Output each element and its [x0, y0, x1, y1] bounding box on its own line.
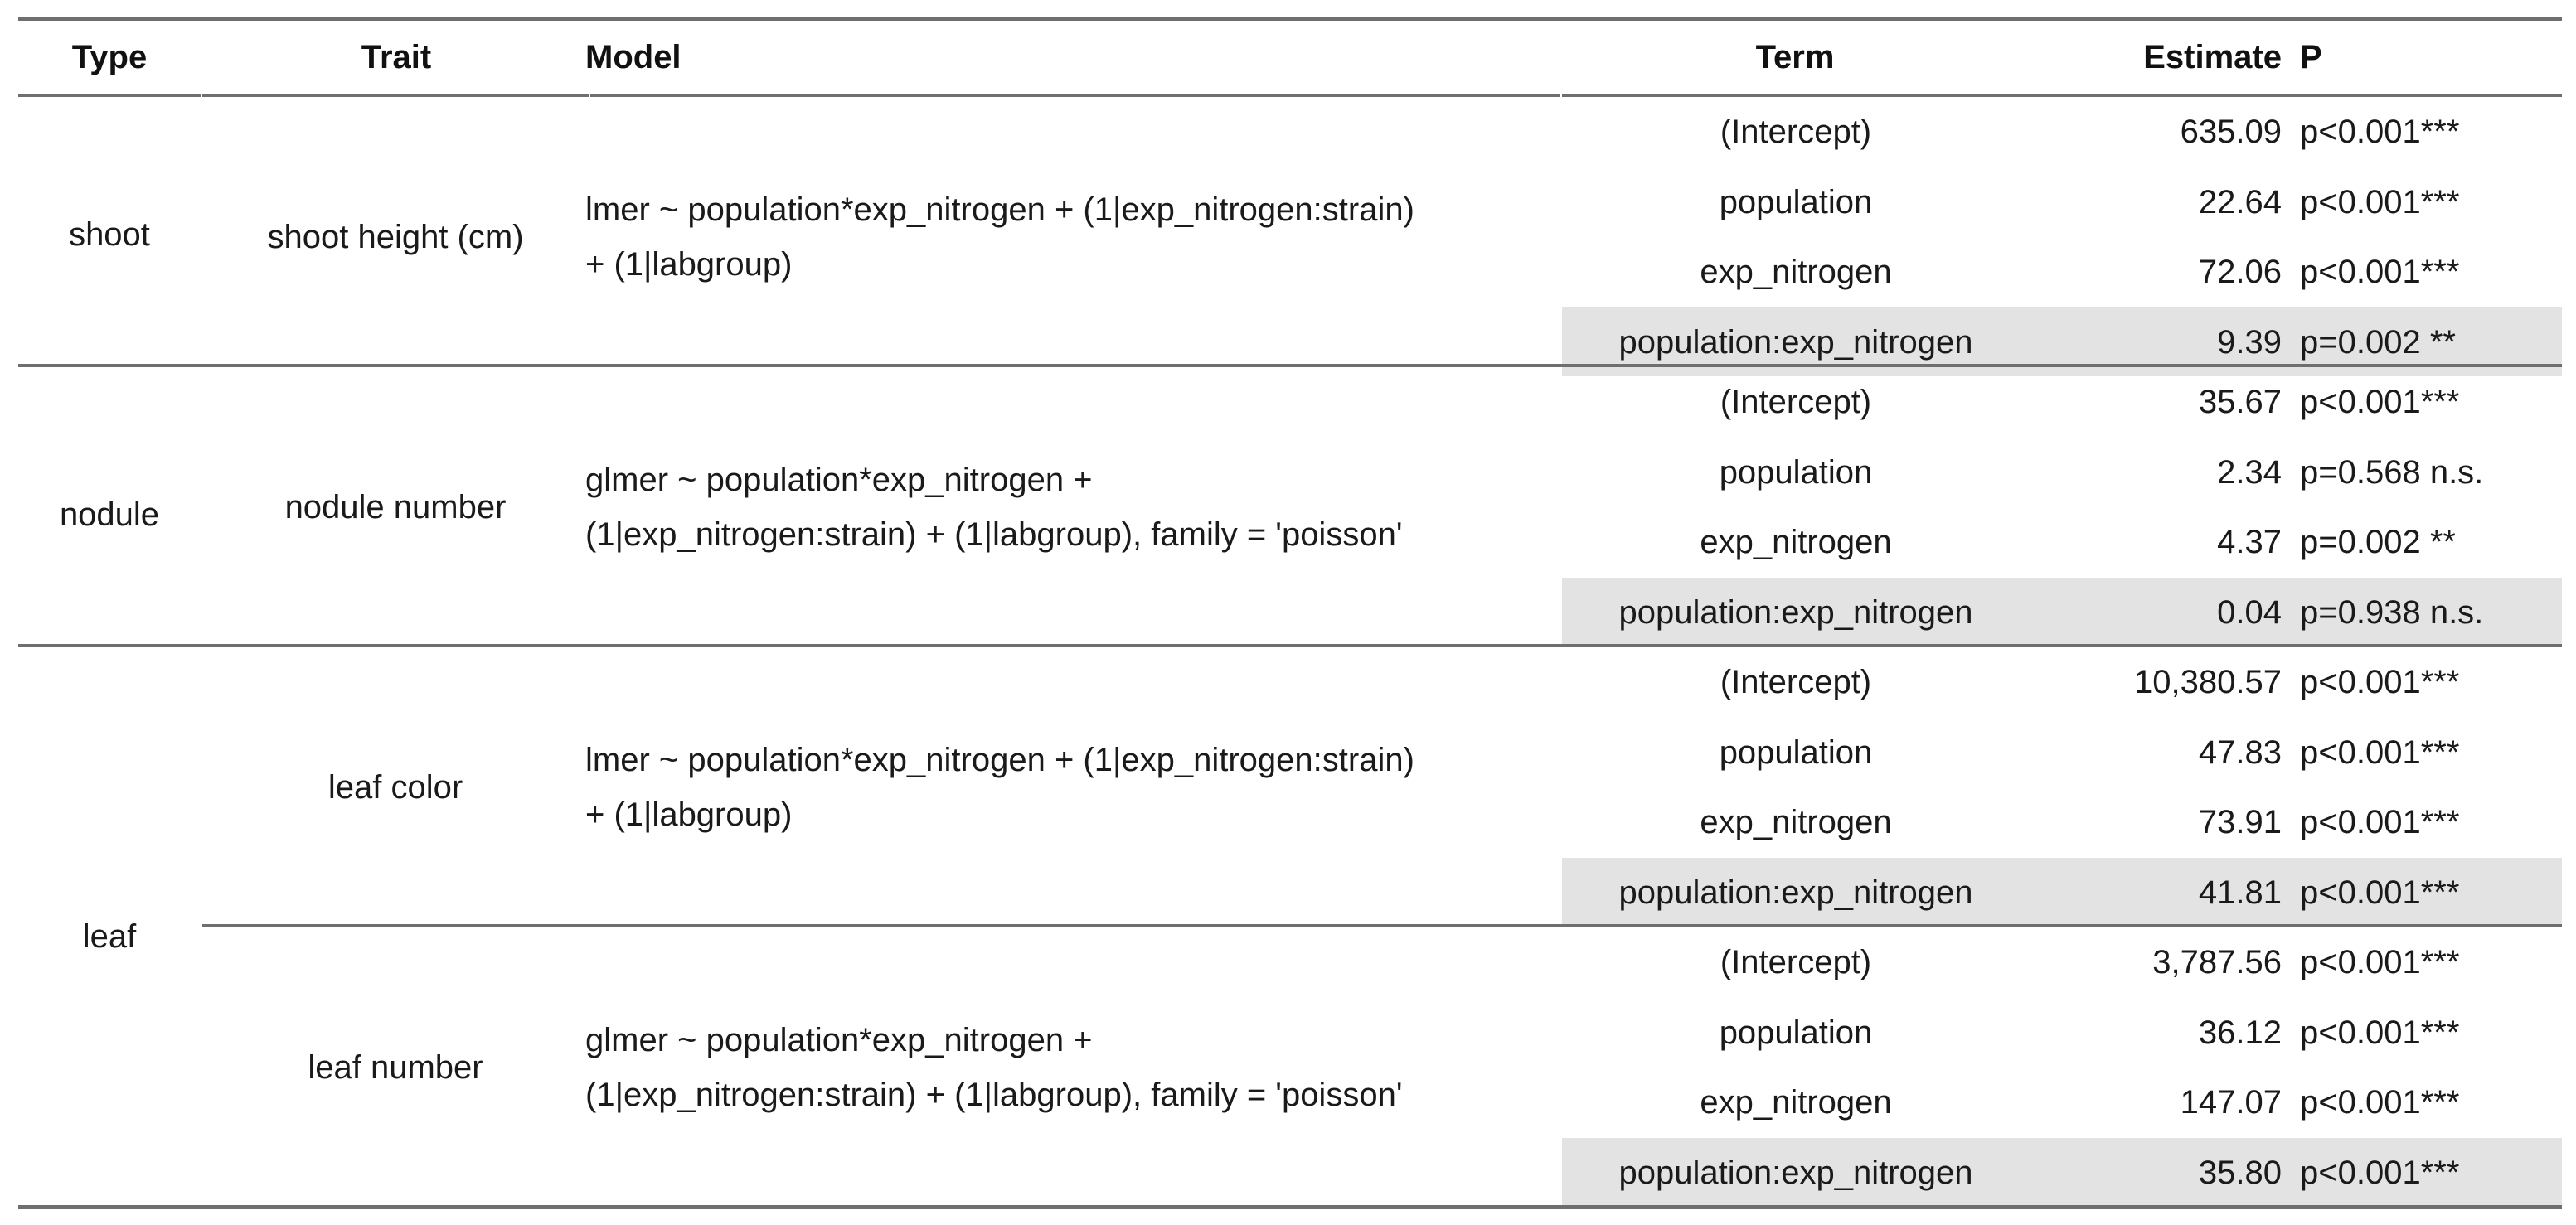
- interaction-row-highlight: [1562, 1137, 2562, 1207]
- term-cell: population:exp_nitrogen: [1618, 1154, 1973, 1191]
- group-divider-nodule-leaf: [18, 644, 2562, 647]
- p-value-cell: p<0.001***: [2300, 1154, 2460, 1191]
- results-table: Type Trait Model Term Estimate P shoot n…: [18, 17, 2562, 1213]
- term-cell: exp_nitrogen: [1700, 254, 1892, 290]
- estimate-cell: 36.12: [2198, 1014, 2282, 1051]
- group-divider-shoot-nodule: [18, 364, 2562, 367]
- term-cell: population: [1719, 1014, 1873, 1051]
- estimate-cell: 47.83: [2198, 734, 2282, 771]
- header-rule: [590, 94, 1560, 97]
- p-value-cell: p=0.568 n.s.: [2300, 453, 2484, 491]
- term-cell: (Intercept): [1720, 384, 1872, 420]
- header-rule: [1562, 94, 2562, 97]
- estimate-cell: 3,787.56: [2152, 944, 2282, 980]
- table-top-rule: [18, 17, 2562, 21]
- p-value-cell: p<0.001***: [2300, 384, 2460, 420]
- trait-label: nodule number: [284, 489, 507, 525]
- term-cell: exp_nitrogen: [1700, 804, 1892, 840]
- model-formula-line2: (1|exp_nitrogen:strain) + (1|labgroup), …: [585, 516, 1403, 553]
- p-value-cell: p<0.001***: [2300, 114, 2460, 150]
- type-label-leaf: leaf: [82, 918, 137, 955]
- p-value-cell: p<0.001***: [2300, 254, 2460, 290]
- model-formula-line2: + (1|labgroup): [585, 246, 793, 283]
- model-formula-line2: (1|exp_nitrogen:strain) + (1|labgroup), …: [585, 1077, 1403, 1113]
- p-value-cell: p<0.001***: [2300, 1014, 2460, 1051]
- p-value-cell: p=0.002 **: [2300, 323, 2456, 361]
- term-cell: (Intercept): [1720, 664, 1872, 700]
- term-cell: population:exp_nitrogen: [1618, 593, 1973, 631]
- term-cell: population:exp_nitrogen: [1618, 323, 1973, 361]
- term-cell: population: [1719, 453, 1873, 491]
- header-type: Type: [71, 39, 148, 75]
- term-cell: exp_nitrogen: [1700, 1084, 1892, 1121]
- header-trait: Trait: [361, 39, 432, 75]
- model-formula-line1: lmer ~ population*exp_nitrogen + (1|exp_…: [585, 191, 1414, 228]
- estimate-cell: 73.91: [2198, 804, 2282, 840]
- p-value-cell: p<0.001***: [2300, 874, 2460, 911]
- trait-label: leaf number: [308, 1049, 483, 1086]
- header-p: P: [2300, 39, 2322, 75]
- group-divider-leaf-color-number: [202, 924, 2562, 927]
- estimate-cell: 635.09: [2180, 114, 2282, 150]
- table-header-row: Type Trait Model Term Estimate P: [18, 21, 2562, 94]
- p-value-cell: p<0.001***: [2300, 944, 2460, 980]
- estimate-cell: 147.07: [2180, 1084, 2282, 1121]
- type-label-shoot: shoot: [69, 216, 150, 253]
- header-estimate: Estimate: [2143, 39, 2282, 75]
- p-value-cell: p<0.001***: [2300, 1084, 2460, 1121]
- model-formula-line2: + (1|labgroup): [585, 796, 793, 833]
- estimate-cell: 9.39: [2217, 323, 2282, 361]
- header-rule: [202, 94, 589, 97]
- header-rule: [18, 94, 201, 97]
- estimate-cell: 10,380.57: [2134, 664, 2282, 700]
- term-cell: population: [1719, 734, 1873, 771]
- term-cell: exp_nitrogen: [1700, 524, 1892, 560]
- p-value-cell: p<0.001***: [2300, 734, 2460, 771]
- interaction-row-highlight: [1562, 857, 2562, 927]
- table-bottom-rule: [18, 1205, 2562, 1209]
- p-value-cell: p<0.001***: [2300, 804, 2460, 840]
- term-cell: population:exp_nitrogen: [1618, 874, 1973, 911]
- term-cell: population: [1719, 183, 1873, 220]
- estimate-cell: 41.81: [2198, 874, 2282, 911]
- estimate-cell: 2.34: [2217, 453, 2282, 491]
- trait-label: leaf color: [327, 769, 463, 806]
- model-formula-line1: glmer ~ population*exp_nitrogen +: [585, 1022, 1093, 1058]
- model-formula-line1: glmer ~ population*exp_nitrogen +: [585, 462, 1093, 498]
- p-value-cell: p=0.938 n.s.: [2300, 593, 2484, 631]
- header-term: Term: [1755, 39, 1835, 75]
- estimate-cell: 35.67: [2198, 384, 2282, 420]
- estimate-cell: 72.06: [2198, 254, 2282, 290]
- interaction-row-highlight: [1562, 577, 2562, 646]
- estimate-cell: 0.04: [2217, 593, 2282, 631]
- trait-label: shoot height (cm): [267, 219, 524, 255]
- p-value-cell: p<0.001***: [2300, 664, 2460, 700]
- model-formula-line1: lmer ~ population*exp_nitrogen + (1|exp_…: [585, 742, 1414, 778]
- estimate-cell: 4.37: [2217, 524, 2282, 560]
- term-cell: (Intercept): [1720, 114, 1872, 150]
- p-value-cell: p<0.001***: [2300, 183, 2460, 220]
- term-cell: (Intercept): [1720, 944, 1872, 980]
- header-model: Model: [585, 39, 682, 75]
- estimate-cell: 35.80: [2198, 1154, 2282, 1191]
- p-value-cell: p=0.002 **: [2300, 524, 2456, 560]
- estimate-cell: 22.64: [2198, 183, 2282, 220]
- type-label-nodule: nodule: [59, 496, 160, 533]
